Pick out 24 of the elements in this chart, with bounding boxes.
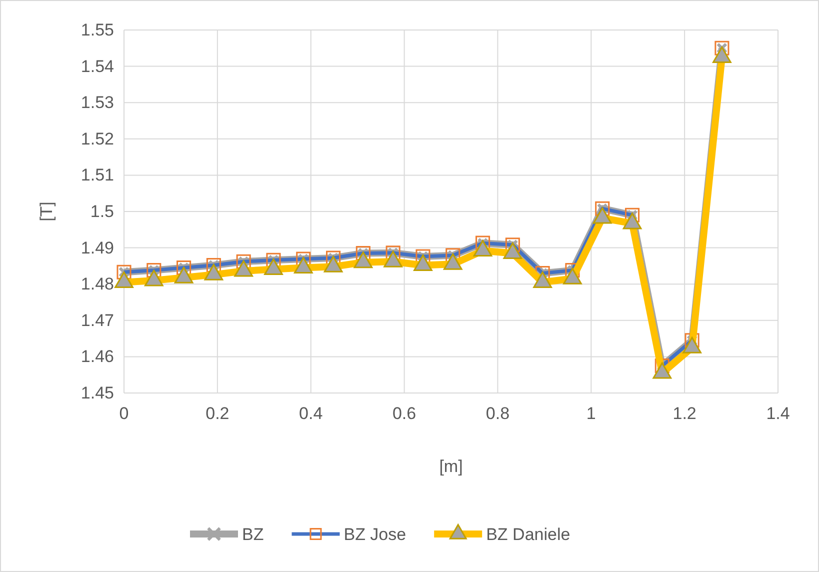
y-tick-label: 1.49 — [80, 238, 114, 258]
x-tick-label: 0.2 — [206, 404, 230, 424]
legend-label: BZ — [242, 525, 264, 544]
x-tick-label: 0.6 — [392, 404, 416, 424]
y-tick-label: 1.51 — [80, 166, 114, 185]
y-axis-title: [T] — [37, 202, 56, 222]
y-tick-label: 1.55 — [80, 20, 114, 40]
y-tick-label: 1.53 — [80, 93, 114, 112]
legend-label: BZ Jose — [344, 525, 406, 544]
y-tick-label: 1.48 — [80, 274, 114, 294]
y-tick-label: 1.47 — [80, 310, 114, 330]
legend-label: BZ Daniele — [486, 525, 570, 544]
y-tick-label: 1.45 — [80, 383, 114, 402]
x-axis-title: [m] — [439, 457, 463, 476]
x-tick-label: 0 — [119, 404, 129, 424]
x-tick-label: 0.8 — [486, 404, 510, 424]
y-tick-label: 1.54 — [80, 56, 114, 76]
x-tick-label: 0.4 — [299, 404, 323, 424]
y-tick-label: 1.46 — [80, 347, 114, 366]
y-tick-label: 1.5 — [90, 202, 114, 221]
y-tick-label: 1.52 — [80, 129, 114, 148]
x-tick-label: 1.4 — [766, 404, 790, 424]
x-tick-label: 1 — [586, 404, 596, 424]
x-tick-label: 1.2 — [672, 404, 696, 424]
